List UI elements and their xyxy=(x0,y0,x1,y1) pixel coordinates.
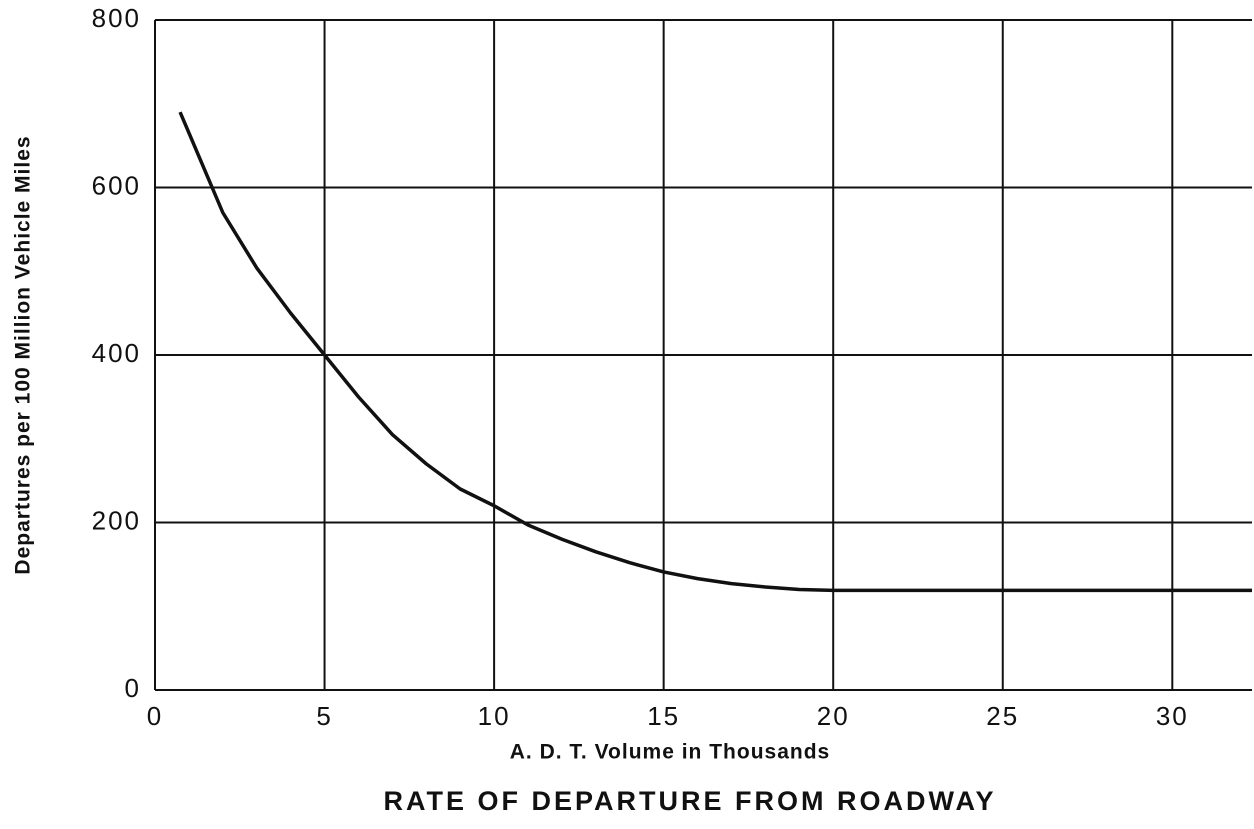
x-tick-label: 15 xyxy=(647,701,680,731)
x-tick-label: 30 xyxy=(1156,701,1189,731)
y-axis-label: Departures per 100 Million Vehicle Miles xyxy=(12,135,35,574)
y-tick-label: 200 xyxy=(92,505,141,535)
y-tick-label: 0 xyxy=(125,673,141,703)
data-line xyxy=(178,111,1252,593)
x-tick-label: 25 xyxy=(986,701,1019,731)
x-tick-label: 20 xyxy=(817,701,850,731)
x-tick-label: 5 xyxy=(316,701,332,731)
chart-title: RATE OF DEPARTURE FROM ROADWAY xyxy=(383,786,996,816)
y-tick-label: 800 xyxy=(92,3,141,33)
x-tick-label: 10 xyxy=(478,701,511,731)
x-tick-label: 0 xyxy=(147,701,163,731)
y-tick-label: 400 xyxy=(92,338,141,368)
x-axis-label: A. D. T. Volume in Thousands xyxy=(510,741,830,764)
y-tick-label: 600 xyxy=(92,170,141,200)
